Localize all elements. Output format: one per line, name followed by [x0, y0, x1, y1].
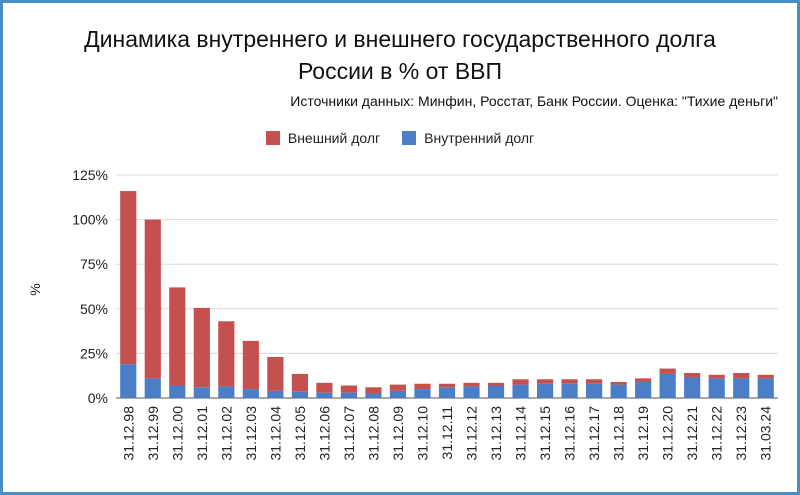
bar-internal: [316, 392, 333, 398]
x-tick-label: 31.12.10: [414, 406, 430, 461]
bar-internal: [291, 391, 308, 398]
chart-title-line-2: России в % от ВВП: [297, 58, 503, 84]
bar-external: [169, 287, 186, 386]
bar-external: [438, 383, 456, 388]
legend-label-external: Внешний долг: [287, 130, 381, 146]
bar-internal: [512, 384, 529, 398]
bar-internal: [169, 385, 186, 398]
legend-swatch-external: [265, 131, 280, 145]
x-tick-label: 31.12.00: [169, 406, 185, 461]
bar-external: [561, 379, 578, 384]
bar-internal: [561, 383, 578, 398]
bar-external: [218, 321, 235, 387]
x-tick-label: 31.12.17: [586, 406, 602, 461]
x-tick-label: 31.12.01: [194, 406, 210, 461]
bar-external: [463, 382, 480, 387]
x-tick-label: 31.12.19: [635, 406, 651, 461]
y-tick-label: 75%: [80, 256, 108, 272]
bar-internal: [463, 386, 480, 398]
bar-external: [316, 382, 333, 393]
bar-internal: [487, 385, 505, 398]
bar-internal: [733, 378, 750, 398]
bar-external: [242, 340, 259, 390]
bar-external: [536, 379, 554, 384]
bar-external: [512, 379, 529, 385]
bar-external: [291, 373, 308, 392]
x-tick-label: 31.12.11: [439, 406, 455, 460]
x-tick-label: 31.12.04: [267, 406, 283, 461]
bar-internal: [684, 377, 701, 398]
bar-external: [144, 219, 161, 379]
x-tick-label: 31.12.12: [464, 406, 480, 461]
x-tick-label: 31.12.14: [513, 406, 529, 461]
x-tick-label: 31.12.18: [611, 406, 627, 461]
bar-internal: [267, 390, 284, 398]
x-tick-label: 31.12.16: [562, 406, 578, 461]
bar-external: [733, 373, 750, 379]
bar-external: [586, 379, 603, 384]
legend-label-internal: Внутренний долг: [424, 130, 535, 146]
legend-swatch-internal: [402, 131, 417, 145]
bar-internal: [365, 393, 382, 398]
bar-internal: [635, 381, 652, 398]
bar-external: [659, 368, 676, 374]
bar-external: [635, 378, 652, 382]
x-tick-label: 31.12.06: [316, 406, 332, 461]
bar-internal: [193, 387, 210, 398]
x-tick-label: 31.12.03: [243, 406, 259, 461]
y-axis-label: %: [27, 283, 43, 295]
bar-external: [414, 383, 431, 390]
x-tick-label: 31.12.99: [145, 406, 161, 461]
x-tick-label: 31.12.02: [218, 406, 234, 461]
x-tick-label: 31.12.08: [365, 406, 381, 461]
bar-internal: [586, 383, 603, 398]
bar-external: [193, 307, 210, 388]
x-tick-label: 31.03.24: [758, 406, 774, 461]
y-tick-label: 125%: [72, 167, 108, 183]
x-tick-label: 31.12.09: [390, 406, 406, 461]
bar-internal: [218, 386, 235, 398]
x-tick-label: 31.12.07: [341, 406, 357, 461]
y-tick-label: 50%: [80, 301, 108, 317]
bar-external: [120, 191, 137, 365]
y-tick-label: 100%: [72, 212, 108, 228]
bar-internal: [389, 390, 407, 398]
legend-item-external: Внешний долг: [265, 130, 381, 146]
bar-external: [757, 374, 774, 379]
chart-title-line-1: Динамика внутреннего и внешнего государс…: [84, 26, 716, 52]
bar-external: [365, 387, 382, 394]
x-tick-label: 31.12.20: [660, 406, 676, 461]
x-tick-label: 31.12.98: [120, 406, 136, 461]
bar-internal: [120, 364, 137, 398]
bar-external: [340, 385, 358, 393]
x-tick-label: 31.12.21: [684, 406, 700, 461]
bar-external: [708, 374, 725, 379]
bar-external: [267, 356, 284, 391]
bar-internal: [610, 384, 627, 398]
bar-internal: [708, 378, 725, 398]
legend-item-internal: Внутренний долг: [402, 130, 534, 146]
x-tick-label: 31.12.22: [709, 406, 725, 461]
y-tick-label: 0%: [88, 390, 108, 406]
x-tick-label: 31.12.15: [537, 406, 553, 461]
chart-subtitle: Источники данных: Минфин, Росстат, Банк …: [290, 93, 778, 109]
bar-internal: [757, 378, 774, 398]
bar-internal: [536, 383, 554, 398]
bar-external: [684, 373, 701, 378]
bar-internal: [438, 387, 456, 398]
bar-external: [389, 384, 407, 391]
x-tick-label: 31.12.05: [292, 406, 308, 461]
bar-internal: [659, 373, 676, 398]
bar-internal: [144, 378, 161, 398]
chart-legend: Внешний долг Внутренний долг: [0, 130, 800, 146]
bar-internal: [414, 389, 431, 398]
bar-external: [487, 382, 505, 386]
bar-external: [610, 381, 627, 385]
bar-internal: [242, 389, 259, 398]
y-tick-label: 25%: [80, 345, 108, 361]
x-tick-label: 31.12.13: [488, 406, 504, 461]
bar-internal: [340, 392, 358, 398]
x-tick-label: 31.12.23: [733, 406, 749, 461]
